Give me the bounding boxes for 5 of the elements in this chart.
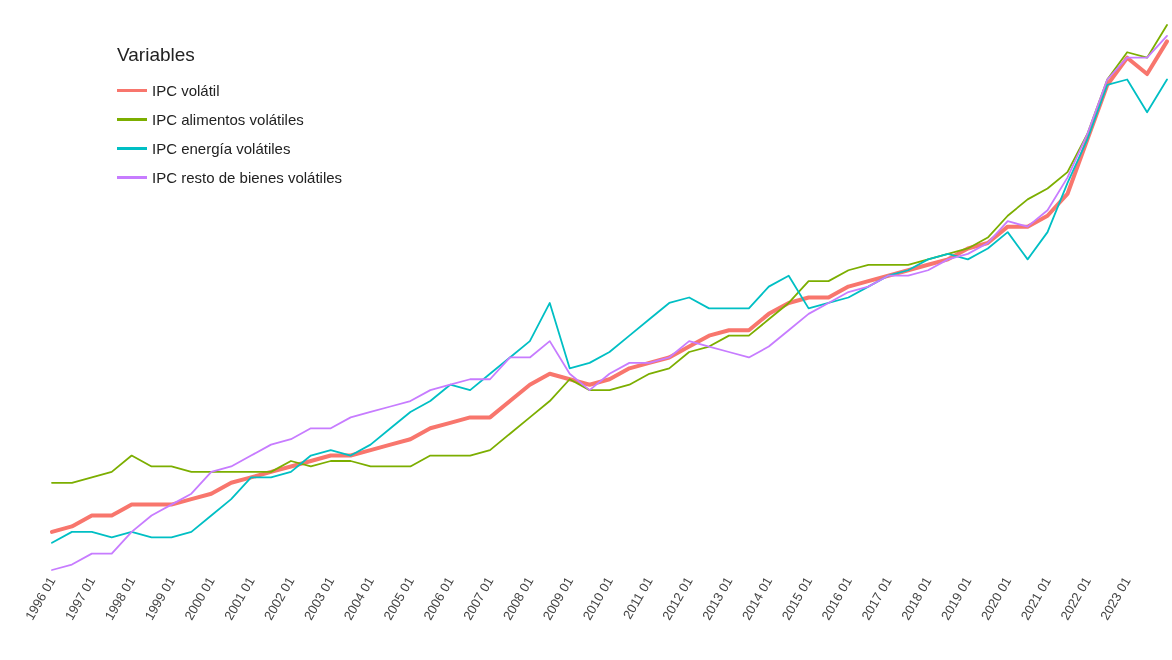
legend-label: IPC volátil xyxy=(152,82,220,99)
legend-label: IPC energía volátiles xyxy=(152,140,291,157)
legend-label: IPC alimentos volátiles xyxy=(152,111,304,128)
legend-label: IPC resto de bienes volátiles xyxy=(152,169,343,186)
legend-title: Variables xyxy=(117,44,195,65)
